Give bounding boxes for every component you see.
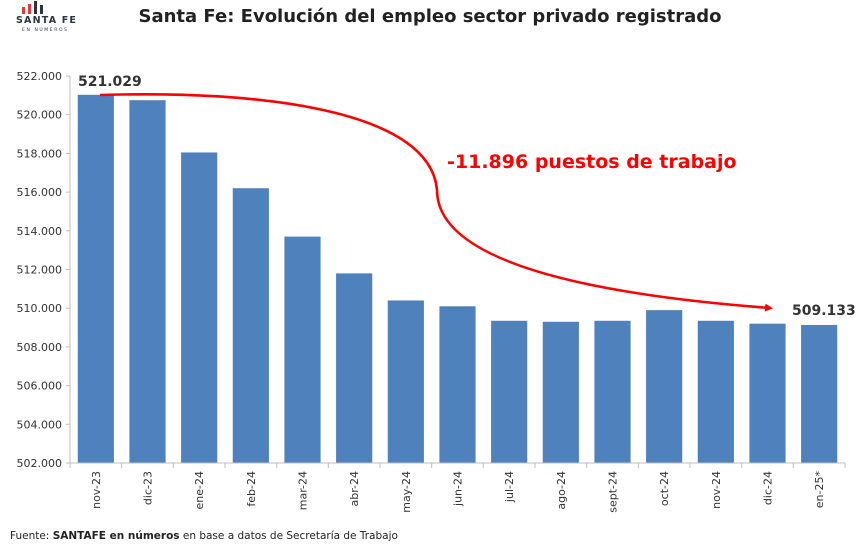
footer-source: Fuente: SANTAFE en números en base a dat… (10, 530, 398, 542)
x-tick-label: en-25* (813, 471, 826, 509)
annotation-text: -11.896 puestos de trabajo (447, 151, 737, 173)
y-tick-label: 512.000 (17, 264, 63, 277)
x-tick-label: abr-24 (348, 471, 361, 507)
bar (594, 320, 631, 463)
bar (181, 152, 218, 463)
x-tick-label: may-24 (400, 471, 413, 513)
data-label-first: 521.029 (78, 74, 142, 90)
x-tick-label: nov-24 (710, 471, 723, 509)
x-tick-label: feb-24 (245, 471, 258, 507)
x-tick-label: oct-24 (658, 471, 671, 506)
bar (387, 300, 424, 463)
y-tick-label: 506.000 (17, 380, 63, 393)
bar-chart: 502.000 504.000 506.000 508.000 510.000 512.0… (17, 70, 856, 513)
y-tick-label: 518.000 (17, 147, 63, 160)
data-label-last: 509.133 (792, 303, 856, 319)
footer-prefix: Fuente: (10, 530, 53, 542)
bar (232, 188, 269, 464)
x-tick-label: nov-23 (90, 471, 103, 509)
x-tick-label: mar-24 (297, 471, 310, 510)
logo-text: SANTA FE (16, 15, 78, 26)
y-tick-label: 504.000 (17, 418, 63, 431)
footer-source-name: SANTAFE en números (52, 530, 180, 542)
x-tick-label: dic-24 (762, 471, 775, 505)
y-tick-label: 522.000 (17, 70, 63, 83)
x-tick-label: ene-24 (193, 471, 206, 509)
y-tick-label: 510.000 (17, 302, 63, 315)
y-tick-label: 516.000 (17, 186, 63, 199)
bars (77, 94, 838, 464)
x-tick-label: jul-24 (503, 471, 516, 503)
chart-title: Santa Fe: Evolución del empleo sector pr… (138, 6, 722, 27)
x-tick-label: ago-24 (555, 471, 568, 510)
y-tick-label: 520.000 (17, 109, 63, 122)
bar (801, 324, 838, 463)
y-tick-label: 502.000 (17, 457, 63, 470)
footer-suffix: en base a datos de Secretaría de Trabajo (179, 530, 398, 542)
y-tick-label: 508.000 (17, 341, 63, 354)
bar (697, 320, 734, 463)
bar (646, 310, 683, 463)
bar (77, 94, 114, 463)
bar (336, 273, 373, 463)
bar (542, 321, 579, 463)
logo: SANTA FE EN NÚMEROS (8, 0, 78, 40)
logo-subtext: EN NÚMEROS (22, 28, 69, 33)
bar (749, 323, 786, 463)
x-tick-label: dic-23 (142, 471, 155, 505)
trend-arrow (99, 92, 773, 312)
bar (284, 236, 321, 463)
x-axis: nov-23 dic-23 ene-24 feb-24 mar-24 abr-24 may-… (69, 462, 846, 513)
bar (439, 306, 476, 463)
bar (491, 320, 528, 463)
logo-bars-icon (22, 1, 43, 14)
x-tick-label: sept-24 (607, 471, 620, 513)
y-tick-label: 514.000 (17, 225, 63, 238)
x-tick-label: jun-24 (452, 471, 465, 507)
y-axis: 502.000 504.000 506.000 508.000 510.000 512.0… (17, 70, 71, 470)
bar (129, 100, 166, 463)
